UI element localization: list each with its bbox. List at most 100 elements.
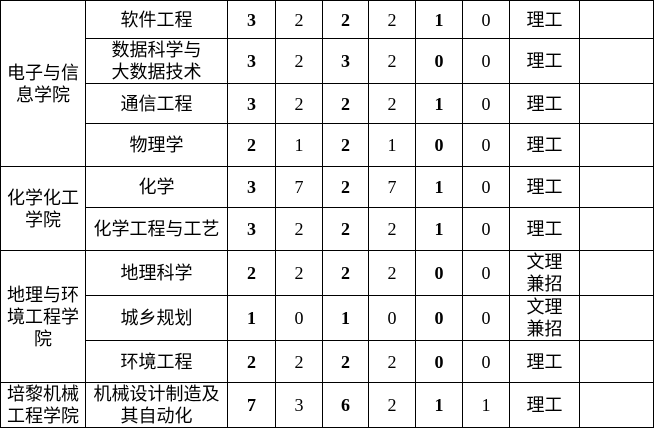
value-cell: 2 — [368, 382, 416, 428]
value-cell: 3 — [227, 166, 276, 208]
value-cell: 2 — [322, 250, 369, 296]
value-cell: 2 — [368, 250, 416, 296]
blank-cell — [579, 38, 654, 84]
value-cell: 3 — [322, 38, 369, 84]
value-cell: 2 — [275, 340, 323, 383]
category-cell: 文理 兼招 — [509, 295, 580, 341]
value-cell: 7 — [275, 166, 323, 208]
value-cell: 2 — [227, 250, 276, 296]
blank-cell — [579, 340, 654, 383]
value-cell: 1 — [415, 166, 463, 208]
value-cell: 2 — [275, 207, 323, 251]
category-cell: 理工 — [509, 382, 580, 428]
table-row: 通信工程 3 2 2 2 1 0 理工 — [1, 83, 654, 124]
value-cell: 2 — [368, 207, 416, 251]
value-cell: 3 — [227, 207, 276, 251]
blank-cell — [579, 295, 654, 341]
college-cell: 培黎机械 工程学院 — [0, 382, 86, 428]
table-row: 化学化工 学院 化学 3 7 2 7 1 0 理工 — [0, 166, 654, 251]
value-cell: 0 — [462, 83, 510, 124]
category-cell: 理工 — [509, 83, 580, 124]
major-cell: 地理科学 — [85, 250, 228, 296]
blank-cell — [579, 382, 654, 428]
category-cell: 理工 — [509, 340, 580, 383]
value-cell: 0 — [462, 250, 510, 296]
major-cell: 数据科学与 大数据技术 — [85, 38, 228, 84]
table-row: 物理学 2 1 2 1 0 0 理工 — [1, 123, 654, 167]
value-cell: 1 — [368, 123, 416, 167]
value-cell: 0 — [462, 207, 510, 251]
table-row: 城乡规划 1 0 1 0 0 0 文理 兼招 — [1, 295, 654, 341]
value-cell: 2 — [275, 0, 323, 39]
value-cell: 0 — [462, 0, 510, 39]
blank-cell — [579, 250, 654, 296]
value-cell: 3 — [227, 38, 276, 84]
table-row: 环境工程 2 2 2 2 0 0 理工 — [1, 340, 654, 383]
value-cell: 7 — [368, 166, 416, 208]
major-cell: 通信工程 — [85, 83, 228, 124]
value-cell: 1 — [415, 207, 463, 251]
blank-cell — [579, 207, 654, 251]
category-cell: 文理 兼招 — [509, 250, 580, 296]
value-cell: 3 — [275, 382, 323, 428]
value-cell: 1 — [415, 0, 463, 39]
value-cell: 2 — [275, 250, 323, 296]
college-cell: 地理与环 境工程学 院 — [0, 250, 86, 383]
value-cell: 3 — [227, 83, 276, 124]
value-cell: 2 — [368, 0, 416, 39]
major-cell: 化学工程与工艺 — [85, 207, 228, 251]
major-cell: 城乡规划 — [85, 295, 228, 341]
blank-cell — [579, 0, 654, 39]
value-cell: 0 — [462, 38, 510, 84]
value-cell: 0 — [462, 123, 510, 167]
value-cell: 0 — [368, 295, 416, 341]
value-cell: 1 — [415, 83, 463, 124]
value-cell: 1 — [462, 382, 510, 428]
value-cell: 0 — [415, 250, 463, 296]
college-cell: 化学化工 学院 — [0, 166, 86, 251]
major-cell: 软件工程 — [85, 0, 228, 39]
value-cell: 2 — [322, 166, 369, 208]
table-row: 电子与信 息学院 软件工程 3 2 2 2 1 0 理工 — [0, 0, 654, 167]
category-cell: 理工 — [509, 38, 580, 84]
major-cell: 物理学 — [85, 123, 228, 167]
value-cell: 2 — [368, 83, 416, 124]
value-cell: 0 — [415, 38, 463, 84]
value-cell: 0 — [415, 340, 463, 383]
value-cell: 2 — [322, 83, 369, 124]
category-cell: 理工 — [509, 166, 580, 208]
value-cell: 0 — [462, 295, 510, 341]
value-cell: 1 — [275, 123, 323, 167]
blank-cell — [579, 123, 654, 167]
value-cell: 1 — [415, 382, 463, 428]
value-cell: 2 — [322, 123, 369, 167]
category-cell: 理工 — [509, 0, 580, 39]
value-cell: 2 — [322, 207, 369, 251]
category-cell: 理工 — [509, 207, 580, 251]
category-cell: 理工 — [509, 123, 580, 167]
table-row: 数据科学与 大数据技术 3 2 3 2 0 0 理工 — [1, 38, 654, 84]
major-cell: 机械设计制造及 其自动化 — [85, 382, 228, 428]
value-cell: 2 — [275, 83, 323, 124]
value-cell: 2 — [227, 340, 276, 383]
value-cell: 1 — [227, 295, 276, 341]
table-row: 培黎机械 工程学院 机械设计制造及 其自动化 7 3 6 2 1 1 理工 — [0, 382, 654, 428]
value-cell: 7 — [227, 382, 276, 428]
value-cell: 1 — [322, 295, 369, 341]
value-cell: 2 — [322, 340, 369, 383]
value-cell: 0 — [415, 123, 463, 167]
college-cell: 电子与信 息学院 — [0, 0, 86, 167]
value-cell: 6 — [322, 382, 369, 428]
table-row: 化学工程与工艺 3 2 2 2 1 0 理工 — [1, 207, 654, 251]
major-cell: 环境工程 — [85, 340, 228, 383]
value-cell: 2 — [227, 123, 276, 167]
blank-cell — [579, 83, 654, 124]
value-cell: 2 — [368, 38, 416, 84]
value-cell: 0 — [462, 340, 510, 383]
value-cell: 2 — [322, 0, 369, 39]
major-cell: 化学 — [85, 166, 228, 208]
value-cell: 3 — [227, 0, 276, 39]
value-cell: 0 — [462, 166, 510, 208]
value-cell: 2 — [275, 38, 323, 84]
